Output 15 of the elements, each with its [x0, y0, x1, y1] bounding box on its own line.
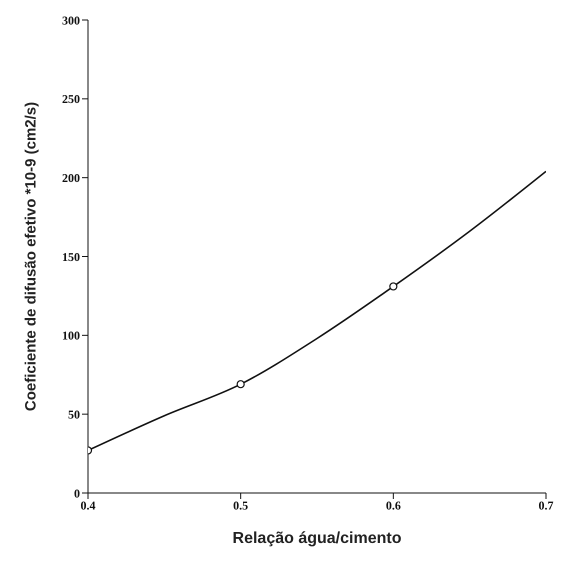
- x-tick-label: 0.5: [233, 498, 248, 513]
- x-tick-label: 0.7: [538, 498, 554, 513]
- x-axis-title: Relação água/cimento: [232, 530, 402, 547]
- y-tick-label: 50: [68, 407, 80, 422]
- y-tick-label: 0: [74, 486, 80, 500]
- x-tick-label: 0.6: [386, 498, 401, 513]
- x-tick-label: 0.4: [80, 498, 96, 513]
- y-tick-label: 300: [62, 13, 80, 28]
- y-tick-label: 150: [62, 250, 80, 264]
- point: [236, 380, 245, 388]
- y-tick-label: 200: [62, 170, 80, 185]
- y-axis-title: Coeficiente de difusão efetivo *10-9 (cm2/s): [22, 102, 40, 412]
- y-tick-label: 100: [62, 328, 80, 343]
- y-tick-label: 250: [62, 92, 80, 106]
- point: [389, 282, 398, 291]
